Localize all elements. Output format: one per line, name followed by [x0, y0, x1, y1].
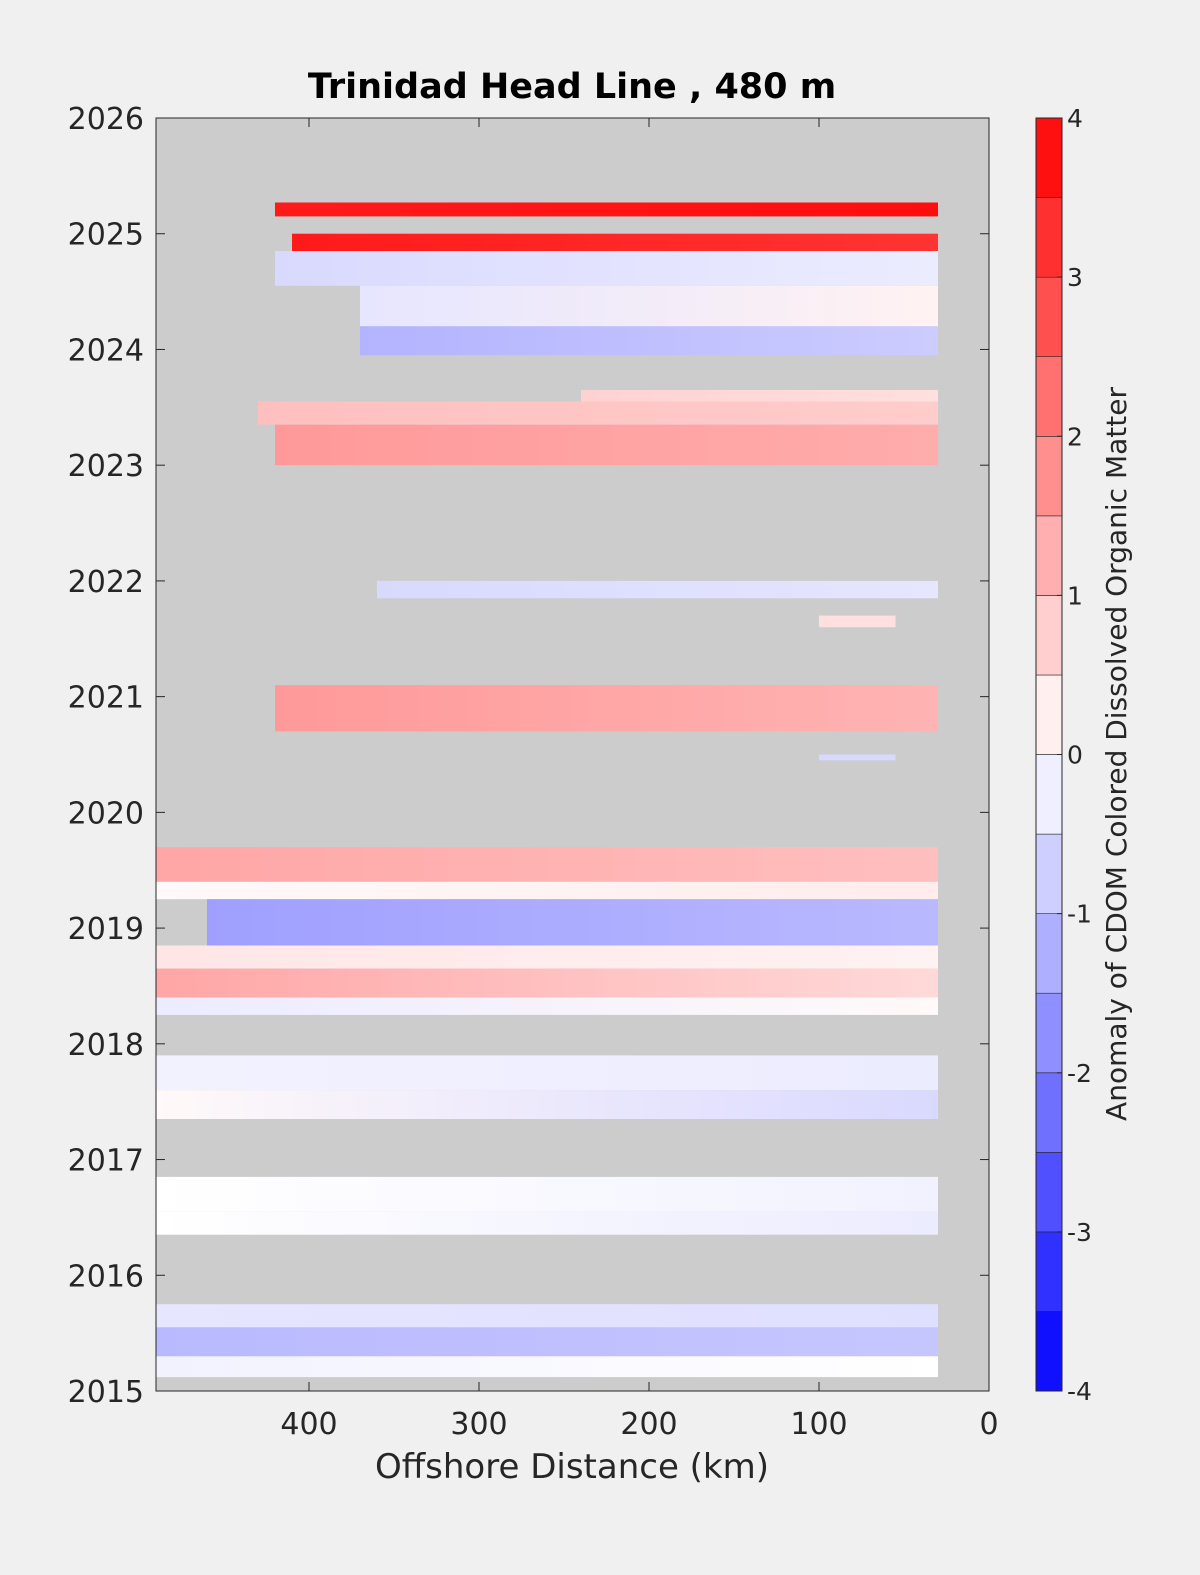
y-tick-labels: 2015 2016 2017 2018 2019 2020 2021 2022 2023 2024… — [68, 102, 144, 1410]
colorbar-tick-label: 4 — [1067, 104, 1083, 133]
anomaly-band — [275, 251, 938, 286]
colorbar-tick-label: -3 — [1067, 1218, 1092, 1247]
colorbar-step — [1035, 356, 1063, 437]
anomaly-band — [581, 390, 938, 402]
colorbar-tick-label: -1 — [1067, 900, 1092, 929]
y-tick-label: 2018 — [68, 1028, 144, 1063]
y-tick-label: 2017 — [68, 1144, 144, 1179]
anomaly-band — [156, 1090, 938, 1119]
anomaly-band — [377, 580, 938, 599]
colorbar-tick-label: 1 — [1067, 581, 1083, 610]
y-tick-label: 2024 — [68, 333, 144, 368]
anomaly-band — [156, 997, 938, 1015]
colorbar: 4 3 2 1 0 -1 -2 -3 -4 Anomaly of CDOM Colored Di… — [1035, 104, 1133, 1406]
anomaly-band — [156, 881, 938, 900]
colorbar-step — [1035, 276, 1063, 358]
colorbar-step — [1035, 754, 1063, 835]
colorbar-step — [1035, 197, 1063, 278]
colorbar-tick-label: 3 — [1067, 263, 1083, 292]
colorbar-tick-label: -2 — [1067, 1059, 1092, 1088]
anomaly-band — [258, 401, 938, 425]
anomaly-band — [156, 945, 938, 969]
anomaly-band — [156, 968, 938, 998]
anomaly-band — [360, 285, 938, 327]
colorbar-tick-labels: 4 3 2 1 0 -1 -2 -3 -4 — [1057, 104, 1092, 1406]
y-tick-label: 2023 — [68, 449, 144, 484]
anomaly-band — [819, 754, 896, 761]
y-tick-label: 2025 — [68, 218, 144, 253]
anomaly-bands — [156, 202, 938, 1378]
colorbar-step — [1035, 515, 1063, 596]
colorbar-step — [1035, 1152, 1063, 1233]
colorbar-step — [1035, 833, 1063, 914]
anomaly-band — [156, 1211, 938, 1235]
colorbar-step — [1035, 435, 1063, 517]
anomaly-band — [156, 1176, 938, 1212]
colorbar-step — [1035, 117, 1063, 198]
colorbar-step — [1035, 674, 1063, 755]
y-tick-label: 2015 — [68, 1375, 144, 1410]
colorbar-steps — [1035, 117, 1063, 1392]
anomaly-band — [156, 1327, 938, 1357]
chart-title: Trinidad Head Line , 480 m — [308, 67, 836, 107]
x-tick-label: 400 — [280, 1407, 337, 1442]
y-tick-label: 2020 — [68, 796, 144, 831]
anomaly-band — [156, 1304, 938, 1328]
anomaly-band — [275, 685, 938, 732]
plot-frame — [155, 117, 990, 1392]
y-tick-label: 2016 — [68, 1259, 144, 1294]
colorbar-tick-label: 0 — [1067, 741, 1083, 770]
x-axis-label: Offshore Distance (km) — [375, 1447, 769, 1487]
y-tick-label: 2022 — [68, 565, 144, 600]
colorbar-tick-label: -4 — [1067, 1377, 1092, 1406]
colorbar-step — [1035, 992, 1063, 1074]
colorbar-step — [1035, 595, 1063, 676]
colorbar-tick-label: 2 — [1067, 422, 1083, 451]
anomaly-band — [292, 233, 938, 252]
x-tick-label: 300 — [450, 1407, 507, 1442]
colorbar-step — [1035, 1311, 1063, 1392]
colorbar-label: Anomaly of CDOM Colored Dissolved Organi… — [1100, 387, 1133, 1121]
y-tick-label: 2021 — [68, 681, 144, 716]
anomaly-band — [275, 202, 938, 217]
colorbar-step — [1035, 913, 1063, 994]
x-tick-labels: 400 300 200 100 0 — [280, 1407, 998, 1442]
y-tick-label: 2019 — [68, 912, 144, 947]
plot-area — [155, 117, 990, 1392]
anomaly-band — [156, 1356, 938, 1378]
anomaly-band — [156, 1055, 938, 1091]
colorbar-step — [1035, 1072, 1063, 1153]
anomaly-band — [156, 847, 938, 882]
x-tick-label: 100 — [790, 1407, 847, 1442]
anomaly-band — [275, 424, 938, 466]
anomaly-band — [819, 615, 896, 628]
anomaly-band — [360, 326, 938, 356]
colorbar-step — [1035, 1231, 1063, 1312]
x-tick-label: 200 — [620, 1407, 677, 1442]
x-tick-label: 0 — [979, 1407, 998, 1442]
anomaly-band — [207, 899, 938, 946]
y-tick-label: 2026 — [68, 102, 144, 137]
